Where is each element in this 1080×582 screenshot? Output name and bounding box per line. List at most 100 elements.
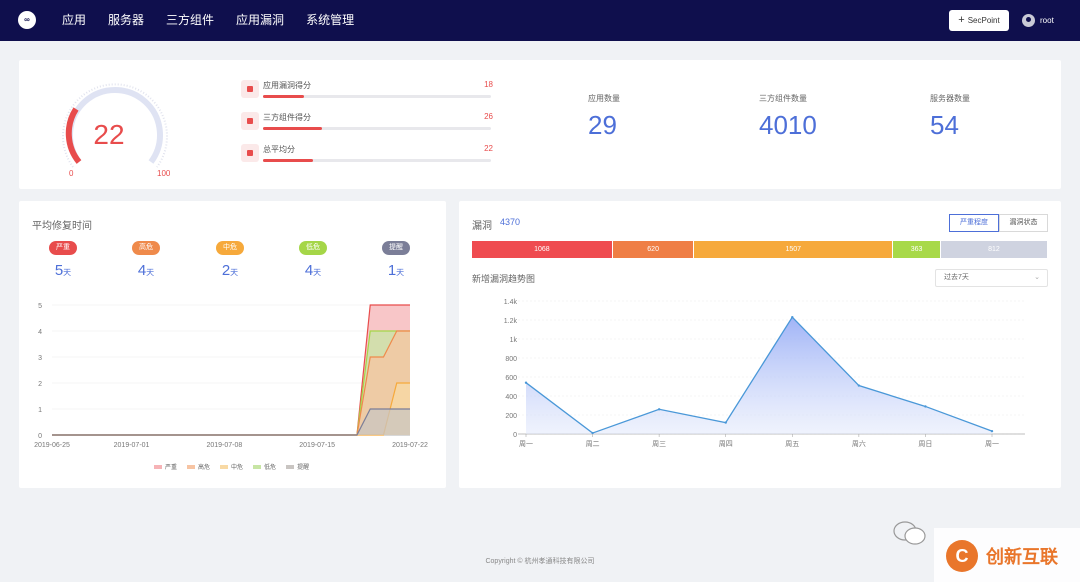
severity-badge: 提醒	[382, 241, 410, 255]
trend-point	[591, 431, 594, 435]
y-tick-label: 5	[38, 303, 42, 310]
stat-value: 4010	[759, 110, 817, 140]
fix-days-unit: 天	[230, 268, 239, 277]
severity-badge: 中危	[216, 241, 244, 255]
score-bar-average: 总平均分 22	[241, 144, 493, 168]
x-tick-label: 周日	[918, 440, 932, 448]
fix-days-unit: 天	[63, 268, 72, 277]
legend-item[interactable]: 中危	[220, 462, 243, 471]
tab-status[interactable]: 漏洞状态	[999, 214, 1048, 232]
y-tick-label: 1k	[510, 337, 518, 344]
fix-days-unit: 天	[313, 268, 322, 277]
stat-label: 应用数量	[588, 94, 620, 103]
y-tick-label: 4	[38, 329, 42, 336]
score-bar-label: 总平均分	[263, 145, 295, 154]
fix-days-unit: 天	[146, 268, 155, 277]
severity-segment[interactable]: 812	[940, 241, 1048, 258]
vulnerability-card: 漏洞 4370 严重程度 漏洞状态 1068 620 1507 363 812 …	[459, 201, 1061, 488]
vuln-total: 4370	[500, 217, 521, 227]
bug-icon	[241, 80, 259, 98]
trend-point	[724, 421, 727, 424]
score-bar-label: 三方组件得分	[263, 113, 311, 122]
fix-days: 5	[54, 262, 64, 279]
severity-badge: 高危	[132, 241, 160, 255]
severity-segment[interactable]: 620	[612, 241, 695, 258]
stat-server-count[interactable]: 服务器数量 54	[930, 93, 970, 141]
nav-item-system[interactable]: 系统管理	[306, 13, 355, 27]
fix-days: 1	[387, 262, 397, 279]
severity-segment[interactable]: 1507	[694, 241, 894, 258]
tab-severity[interactable]: 严重程度	[949, 214, 999, 232]
x-tick-label: 周二	[586, 440, 600, 448]
x-tick-label: 2019-07-08	[206, 442, 242, 449]
stat-component-count[interactable]: 三方组件数量 4010	[759, 93, 817, 141]
trend-point	[857, 384, 861, 387]
fix-days: 4	[137, 262, 147, 279]
app-logo[interactable]: ∞	[18, 11, 36, 29]
trend-point	[657, 408, 661, 411]
stat-value: 54	[930, 110, 959, 140]
user-menu[interactable]: root	[1022, 14, 1054, 27]
nav-item-applications[interactable]: 应用	[62, 13, 87, 27]
severity-segment[interactable]: 363	[893, 241, 941, 258]
score-bar-components: 三方组件得分 26	[241, 112, 493, 136]
nav-item-servers[interactable]: 服务器	[108, 13, 145, 27]
severity-badge: 严重	[49, 241, 77, 255]
x-tick-label: 周四	[719, 440, 733, 448]
trend-area	[526, 317, 992, 434]
legend-item[interactable]: 提醒	[286, 462, 309, 471]
x-tick-label: 2019-07-15	[299, 442, 335, 449]
y-tick-label: 1.4k	[504, 299, 518, 306]
secpoint-button[interactable]: + SecPoint	[949, 10, 1009, 31]
footer-copyright: Copyright © 杭州孝通科技有限公司	[485, 558, 595, 565]
legend-item[interactable]: 严重	[154, 462, 177, 471]
component-icon	[241, 112, 259, 130]
x-tick-label: 周五	[785, 440, 799, 448]
legend-item[interactable]: 低危	[253, 462, 276, 471]
y-tick-label: 0	[513, 432, 517, 439]
gauge-max-label: 100	[157, 169, 171, 178]
score-card: 22 0 100 应用漏洞得分 18 三方组件得分 26 总平均分 22 应用数…	[19, 60, 1061, 189]
y-tick-label: 200	[505, 413, 517, 420]
fix-days: 2	[221, 262, 231, 279]
trend-point	[791, 315, 794, 319]
y-tick-label: 600	[505, 375, 517, 382]
trash-icon	[241, 144, 259, 162]
x-tick-label: 2019-07-22	[392, 442, 428, 449]
range-select-value: 过去7天	[944, 274, 969, 281]
y-tick-label: 3	[38, 355, 42, 362]
series-line-严重	[52, 304, 410, 436]
y-tick-label: 2	[38, 381, 42, 388]
fix-level-critical: 严重 5天	[48, 241, 78, 279]
plus-icon: +	[958, 14, 965, 26]
score-bar-label: 应用漏洞得分	[263, 81, 311, 90]
vuln-severity-bar: 1068 620 1507 363 812	[472, 241, 1048, 258]
severity-segment[interactable]: 1068	[472, 241, 613, 258]
severity-badge: 低危	[299, 241, 327, 255]
score-bar-fill	[263, 159, 314, 162]
fix-days: 4	[304, 262, 314, 279]
x-tick-label: 2019-06-25	[34, 442, 70, 449]
vuln-title: 漏洞	[472, 221, 492, 232]
series-line-提醒	[52, 408, 410, 436]
fix-time-title: 平均修复时间	[32, 221, 92, 232]
trend-point	[924, 405, 927, 408]
secpoint-label: SecPoint	[967, 16, 1000, 25]
range-select[interactable]: 过去7天 ⌄	[935, 269, 1048, 287]
x-tick-label: 周一	[519, 440, 533, 448]
trend-point	[990, 429, 994, 433]
fix-level-high: 高危 4天	[131, 241, 161, 279]
brand-logo-icon: C	[946, 540, 978, 572]
chevron-down-icon: ⌄	[1034, 274, 1040, 281]
stat-value: 29	[588, 110, 617, 140]
wechat-icon	[893, 521, 926, 545]
nav-item-app-vulns[interactable]: 应用漏洞	[236, 13, 285, 27]
gauge-outer-ticks	[62, 83, 168, 168]
y-tick-label: 0	[38, 433, 42, 440]
gauge-value: 22	[93, 119, 124, 150]
stat-app-count[interactable]: 应用数量 29	[588, 93, 620, 141]
legend-item[interactable]: 高危	[187, 462, 210, 471]
nav-item-components[interactable]: 三方组件	[166, 13, 215, 27]
score-gauge: 22 0 100	[62, 83, 171, 178]
